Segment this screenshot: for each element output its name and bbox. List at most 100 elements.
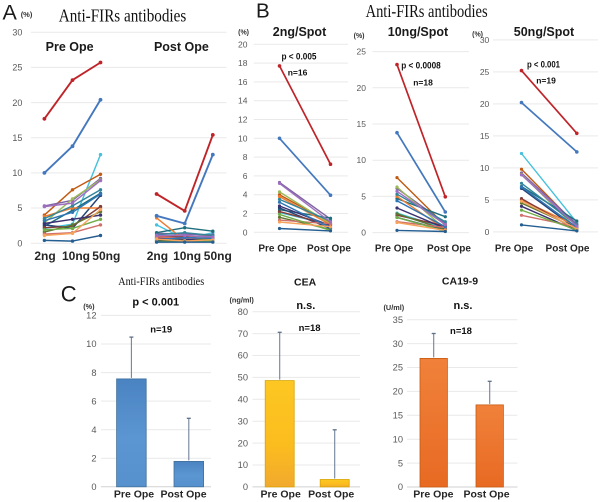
svg-text:(ng/ml): (ng/ml) [230, 296, 255, 305]
svg-text:Pre Ope: Pre Ope [413, 489, 453, 501]
svg-text:0: 0 [243, 482, 248, 492]
svg-text:6: 6 [91, 396, 96, 406]
svg-text:p < 0.005: p < 0.005 [282, 51, 317, 61]
svg-text:(%): (%) [21, 10, 33, 19]
svg-text:20: 20 [480, 99, 490, 109]
svg-text:Post Ope: Post Ope [546, 244, 590, 255]
svg-text:10: 10 [86, 339, 96, 349]
svg-text:20: 20 [393, 387, 403, 397]
svg-text:20: 20 [12, 98, 22, 108]
svg-text:50ng: 50ng [92, 249, 120, 263]
svg-text:A: A [3, 0, 18, 24]
svg-text:15: 15 [12, 133, 22, 143]
svg-text:Post Ope: Post Ope [160, 489, 206, 501]
svg-text:5: 5 [398, 458, 403, 468]
svg-text:Post Ope: Post Ope [154, 40, 209, 54]
svg-text:10ng: 10ng [62, 249, 90, 263]
svg-text:30: 30 [480, 35, 490, 45]
svg-text:35: 35 [393, 315, 403, 325]
svg-text:30: 30 [238, 416, 248, 426]
svg-text:15: 15 [357, 119, 367, 129]
svg-text:40: 40 [238, 395, 248, 405]
svg-text:(%): (%) [354, 33, 365, 40]
svg-text:14: 14 [238, 96, 248, 106]
svg-text:60: 60 [238, 351, 248, 361]
svg-text:0: 0 [361, 228, 366, 238]
svg-text:70: 70 [238, 329, 248, 339]
svg-text:2ng: 2ng [147, 249, 168, 263]
svg-text:25: 25 [393, 363, 403, 373]
svg-text:50ng/Spot: 50ng/Spot [514, 25, 575, 39]
svg-text:n=16: n=16 [288, 68, 308, 78]
svg-text:p < 0.001: p < 0.001 [132, 297, 179, 309]
svg-text:50: 50 [238, 373, 248, 383]
svg-text:6: 6 [243, 171, 248, 181]
svg-text:C: C [61, 281, 77, 306]
svg-text:p < 0.001: p < 0.001 [527, 60, 560, 70]
svg-text:12: 12 [86, 311, 96, 321]
svg-text:16: 16 [238, 77, 248, 87]
svg-text:10: 10 [393, 434, 403, 444]
svg-text:10: 10 [238, 133, 248, 143]
svg-text:8: 8 [91, 368, 96, 378]
svg-text:Pre Ope: Pre Ope [495, 244, 534, 255]
svg-text:0: 0 [243, 227, 248, 237]
svg-text:0: 0 [17, 238, 22, 248]
svg-text:(%): (%) [472, 32, 483, 39]
svg-text:Pre Ope: Pre Ope [46, 40, 94, 54]
svg-text:25: 25 [12, 63, 22, 73]
svg-text:0: 0 [485, 227, 490, 237]
svg-text:20: 20 [238, 39, 248, 49]
svg-text:p < 0.0008: p < 0.0008 [401, 61, 441, 71]
svg-text:10: 10 [480, 163, 490, 173]
svg-text:Anti-FIRs antibodies: Anti-FIRs antibodies [118, 276, 204, 288]
svg-text:10ng: 10ng [173, 249, 201, 263]
svg-text:Pre Ope: Pre Ope [375, 244, 414, 255]
svg-text:Post Ope: Post Ope [307, 244, 351, 255]
svg-text:n=18: n=18 [413, 78, 433, 88]
svg-text:n=18: n=18 [299, 323, 321, 334]
svg-text:10: 10 [357, 155, 367, 165]
svg-text:n.s.: n.s. [296, 300, 315, 312]
svg-text:(%): (%) [83, 302, 95, 311]
svg-text:10ng/Spot: 10ng/Spot [388, 25, 449, 39]
svg-text:CEA: CEA [294, 276, 317, 288]
svg-text:20: 20 [357, 83, 367, 93]
svg-text:n.s.: n.s. [454, 300, 473, 312]
svg-text:n=19: n=19 [536, 76, 556, 86]
svg-text:Post Ope: Post Ope [308, 489, 354, 501]
svg-text:8: 8 [243, 152, 248, 162]
svg-text:20: 20 [238, 438, 248, 448]
svg-text:4: 4 [243, 190, 248, 200]
svg-text:(U/ml): (U/ml) [384, 303, 405, 312]
svg-text:5: 5 [17, 203, 22, 213]
svg-text:12: 12 [238, 115, 248, 125]
svg-text:10: 10 [238, 460, 248, 470]
svg-text:4: 4 [91, 425, 96, 435]
svg-text:2ng: 2ng [34, 249, 55, 263]
svg-text:10: 10 [12, 168, 22, 178]
svg-text:80: 80 [238, 307, 248, 317]
svg-text:B: B [256, 0, 270, 23]
svg-text:25: 25 [357, 47, 367, 57]
svg-text:5: 5 [361, 191, 366, 201]
svg-text:n=18: n=18 [450, 326, 472, 337]
svg-text:50ng: 50ng [204, 249, 232, 263]
svg-text:Pre Ope: Pre Ope [258, 244, 297, 255]
svg-text:2: 2 [91, 453, 96, 463]
svg-text:0: 0 [398, 482, 403, 492]
svg-text:(%): (%) [238, 30, 249, 37]
svg-text:2: 2 [243, 209, 248, 219]
svg-text:15: 15 [480, 131, 490, 141]
svg-text:CA19-9: CA19-9 [442, 276, 478, 288]
svg-text:25: 25 [480, 67, 490, 77]
svg-text:18: 18 [238, 58, 248, 68]
svg-text:30: 30 [393, 339, 403, 349]
svg-text:Post Ope: Post Ope [427, 244, 471, 255]
svg-text:Pre Ope: Pre Ope [114, 489, 154, 501]
svg-text:Anti-FIRs antibodies: Anti-FIRs antibodies [366, 1, 488, 21]
svg-text:15: 15 [393, 411, 403, 421]
svg-text:Anti-FIRs antibodies: Anti-FIRs antibodies [59, 5, 187, 25]
svg-text:2ng/Spot: 2ng/Spot [273, 25, 327, 39]
svg-text:Post Ope: Post Ope [463, 489, 509, 501]
